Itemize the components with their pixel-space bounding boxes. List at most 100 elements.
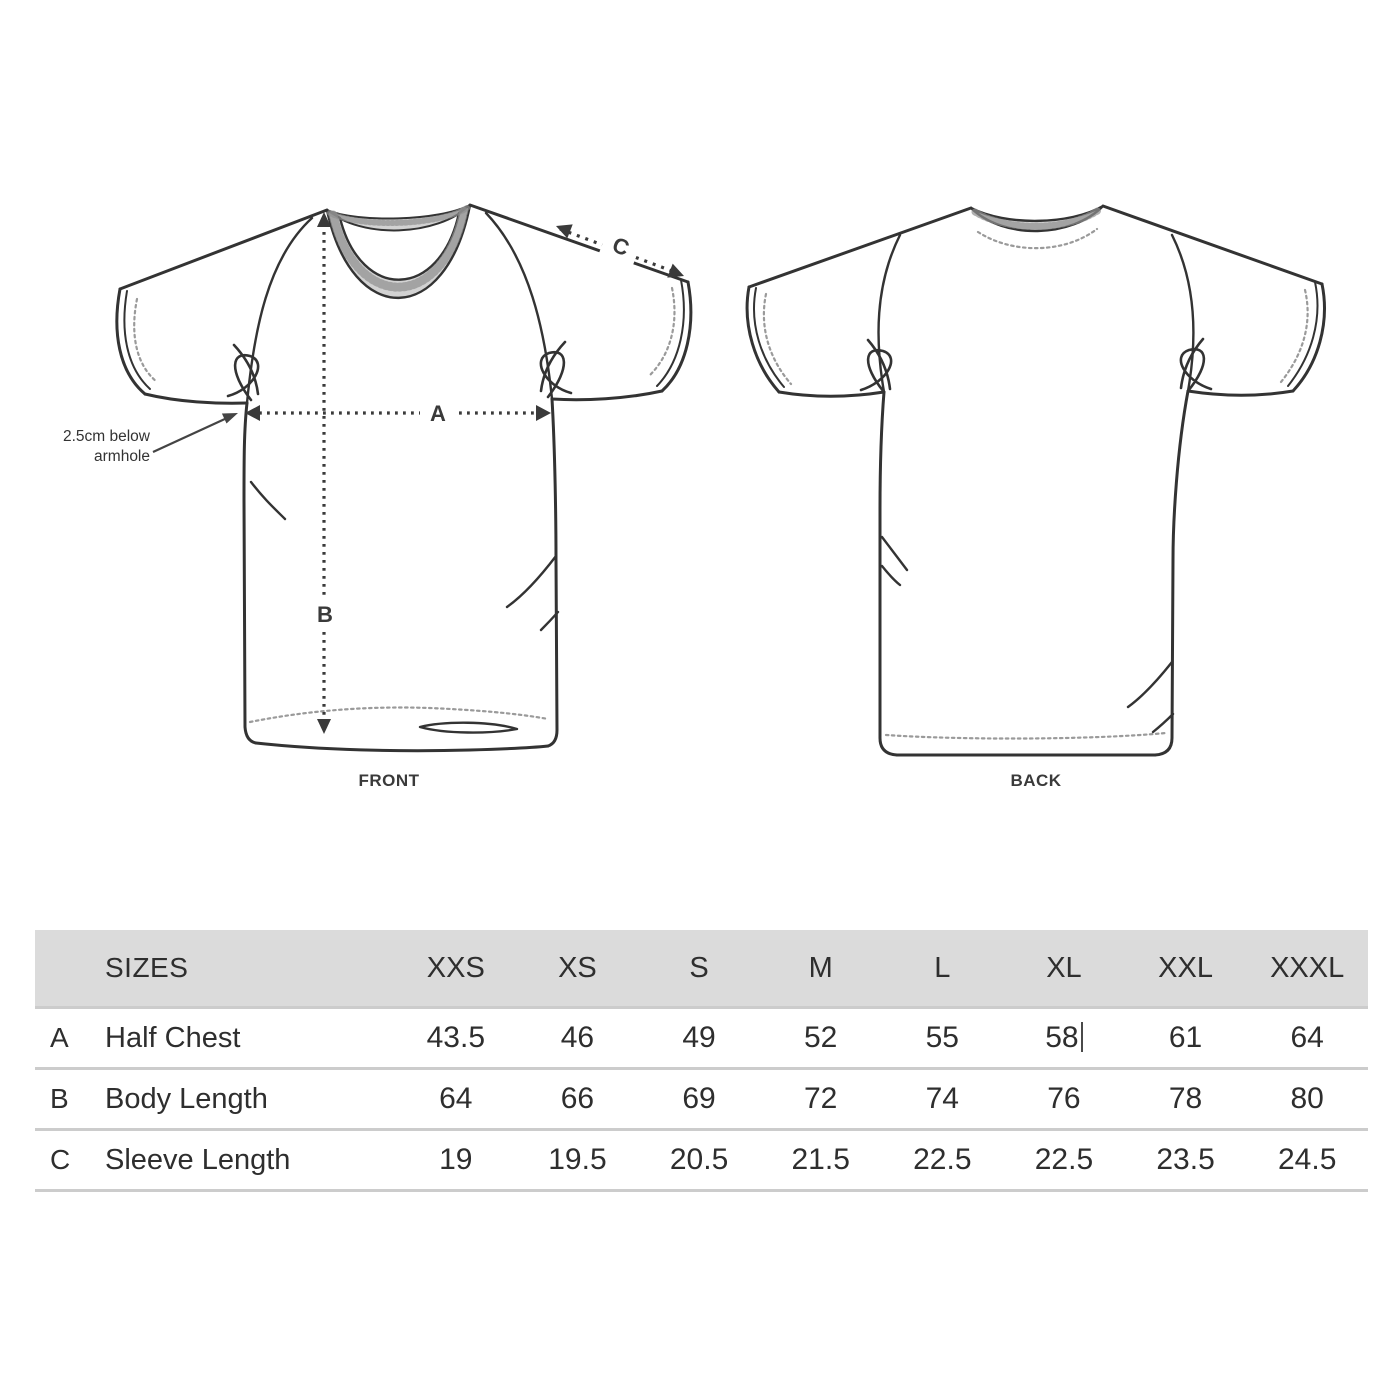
measurement-value: 52	[804, 1021, 838, 1054]
measurement-value: 21.5	[791, 1143, 850, 1176]
back-left-body-fold	[880, 535, 909, 587]
back-left-cuff-inner	[753, 287, 785, 388]
front-right-armhole-seam	[484, 211, 554, 401]
back-right-armhole-seam	[1170, 233, 1195, 393]
size-column-header: XL	[1046, 951, 1082, 984]
size-column-header: S	[689, 951, 709, 984]
front-right-cuff-inner	[656, 279, 685, 387]
row-letter: C	[50, 1144, 71, 1175]
front-body-right-edge	[546, 397, 559, 748]
front-left-armhole-seam	[245, 216, 314, 405]
table-row: B Body Length 64 66 69 72 74 76 78 80	[35, 1067, 1368, 1128]
front-collar-top-rib-texture	[327, 205, 470, 227]
sizes-header-label: SIZES	[105, 952, 189, 983]
row-letter: B	[50, 1083, 69, 1114]
back-body-right-edge	[1153, 389, 1190, 757]
measure-b-label: B	[317, 602, 333, 627]
front-shirt-drawing	[115, 203, 693, 753]
back-left-sleeve-outer	[745, 285, 781, 394]
front-right-armpit-fold	[539, 340, 573, 399]
size-column-header: XS	[558, 951, 597, 984]
back-body-left-edge	[878, 390, 899, 757]
back-shirt-drawing	[745, 204, 1326, 757]
table-row: C Sleeve Length 19 19.5 20.5 21.5 22.5 22.5 23.5…	[35, 1128, 1368, 1189]
annotation-line1: 2.5cm below	[63, 428, 151, 445]
measurement-value: 23.5	[1156, 1143, 1215, 1176]
measurement-name: Sleeve Length	[105, 1143, 291, 1176]
front-right-body-fold	[505, 554, 560, 632]
size-column-header: XXXL	[1270, 951, 1345, 984]
measurement-value: 74	[925, 1082, 959, 1115]
front-left-armpit-fold	[226, 343, 260, 402]
measurement-value: 58	[1003, 1021, 1125, 1055]
measurement-value: 64	[439, 1082, 473, 1115]
measurement-value: 64	[1290, 1021, 1324, 1054]
measurement-value: 19.5	[548, 1143, 607, 1176]
measure-b-arrow-top	[317, 212, 331, 227]
measurement-value: 55	[925, 1021, 959, 1054]
front-shoulder-seams	[118, 203, 690, 291]
front-left-cuff-inner	[123, 290, 151, 390]
measurement-value: 24.5	[1277, 1143, 1337, 1176]
measurement-value: 46	[560, 1021, 595, 1054]
measure-b-label-bg	[310, 597, 339, 631]
measure-a-label-bg	[420, 397, 458, 428]
tshirt-measurement-diagram: A B C 2.5cm below armhole FRONT	[63, 203, 1326, 790]
back-shoulder-seams	[747, 204, 1324, 289]
measurement-value: 80	[1290, 1082, 1324, 1115]
front-stitch-lines	[133, 286, 676, 724]
front-left-sleeve-outer	[115, 287, 147, 396]
measurement-value: 72	[804, 1082, 838, 1115]
back-right-cuff-inner	[1287, 281, 1319, 387]
annotation-leader-arrowhead	[221, 413, 238, 424]
front-body-left-edge	[242, 401, 258, 745]
table-header-row: SIZES XXS XS S M L XL XXL XXXL	[35, 930, 1368, 1006]
front-right-sleeve-outer	[660, 280, 693, 393]
back-left-sleeve-bottom	[777, 390, 886, 398]
measurement-value: 69	[682, 1082, 716, 1115]
table-row: A Half Chest 43.5 46 49 52 55 58 61 64	[35, 1006, 1368, 1067]
front-measurements: A B C 2.5cm below armhole	[63, 212, 684, 734]
back-view-label: BACK	[1010, 771, 1061, 790]
size-column-header: L	[934, 951, 951, 984]
measure-a-label: A	[430, 401, 446, 426]
front-right-sleeve-bottom	[550, 389, 664, 402]
back-stitch-lines	[762, 227, 1309, 740]
annotation-leader-line	[152, 417, 228, 453]
front-left-sleeve-bottom	[143, 392, 249, 405]
front-hem-fold	[418, 721, 519, 734]
measurement-value: 22.5	[913, 1143, 972, 1176]
back-right-sleeve-bottom	[1186, 389, 1295, 397]
measurement-value: 20.5	[669, 1143, 729, 1176]
size-column-header: XXL	[1158, 951, 1213, 984]
annotation-line2: armhole	[94, 448, 150, 465]
size-column-header: XXS	[426, 951, 485, 984]
measure-a-arrow-right	[536, 405, 551, 421]
measure-c-label-bg	[598, 225, 644, 267]
row-letter: A	[50, 1022, 69, 1053]
front-hem-bottom	[254, 741, 550, 753]
back-left-armpit-fold	[859, 338, 893, 394]
measure-c-arrow-left	[556, 224, 573, 239]
measurement-name: Body Length	[105, 1082, 268, 1115]
front-left-body-fold	[249, 480, 287, 521]
measure-a-arrow-left	[245, 405, 260, 421]
front-collar-rib-texture	[328, 205, 469, 292]
measurement-value: 19	[439, 1143, 473, 1176]
measurement-value: 66	[560, 1082, 595, 1115]
measurement-value: 76	[1047, 1082, 1081, 1115]
measurement-value: 78	[1168, 1082, 1203, 1115]
size-table: SIZES XXS XS S M L XL XXL XXXL A Half Chest 43.5 4…	[35, 930, 1368, 1192]
back-left-armhole-seam	[877, 233, 902, 394]
back-right-body-fold	[1126, 660, 1175, 734]
measure-c-arrow-right	[667, 263, 684, 278]
front-view-label: FRONT	[358, 771, 419, 790]
measurement-value: 49	[682, 1021, 716, 1054]
back-right-armpit-fold	[1179, 337, 1213, 393]
back-collar-rib-texture	[971, 206, 1103, 230]
measurement-value: 43.5	[426, 1021, 485, 1054]
size-column-header: M	[808, 951, 833, 984]
measurement-value: 22.5	[1034, 1143, 1094, 1176]
measure-b-arrow-bottom	[317, 719, 331, 734]
